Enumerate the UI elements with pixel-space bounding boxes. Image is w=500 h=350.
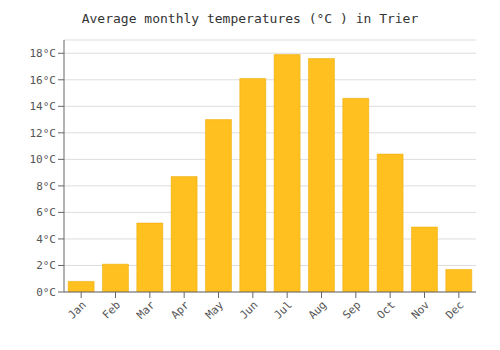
svg-text:Aug: Aug	[306, 298, 329, 321]
svg-text:Feb: Feb	[100, 298, 123, 321]
svg-text:Jul: Jul	[272, 298, 295, 321]
svg-text:0°C: 0°C	[36, 286, 56, 299]
svg-text:16°C: 16°C	[30, 74, 57, 87]
svg-text:Jan: Jan	[66, 298, 89, 321]
svg-text:Jun: Jun	[237, 298, 260, 321]
svg-text:8°C: 8°C	[36, 180, 56, 193]
svg-text:10°C: 10°C	[30, 153, 57, 166]
svg-text:2°C: 2°C	[36, 259, 56, 272]
svg-text:Apr: Apr	[169, 298, 193, 322]
svg-text:Mar: Mar	[134, 298, 158, 322]
svg-text:14°C: 14°C	[30, 100, 57, 113]
svg-text:Oct: Oct	[375, 298, 398, 321]
svg-text:6°C: 6°C	[36, 206, 56, 219]
html-text:Average monthly temperatures (: Average monthly temperatures (°C ) in Tr…	[81, 11, 419, 26]
svg-text:May: May	[203, 298, 227, 322]
svg-text:18°C: 18°C	[30, 47, 57, 60]
svg-text:Sep: Sep	[340, 298, 363, 321]
svg-text:12°C: 12°C	[30, 127, 57, 140]
svg-text:Dec: Dec	[443, 298, 466, 321]
svg-text:Nov: Nov	[409, 298, 433, 322]
svg-text:4°C: 4°C	[36, 233, 56, 246]
